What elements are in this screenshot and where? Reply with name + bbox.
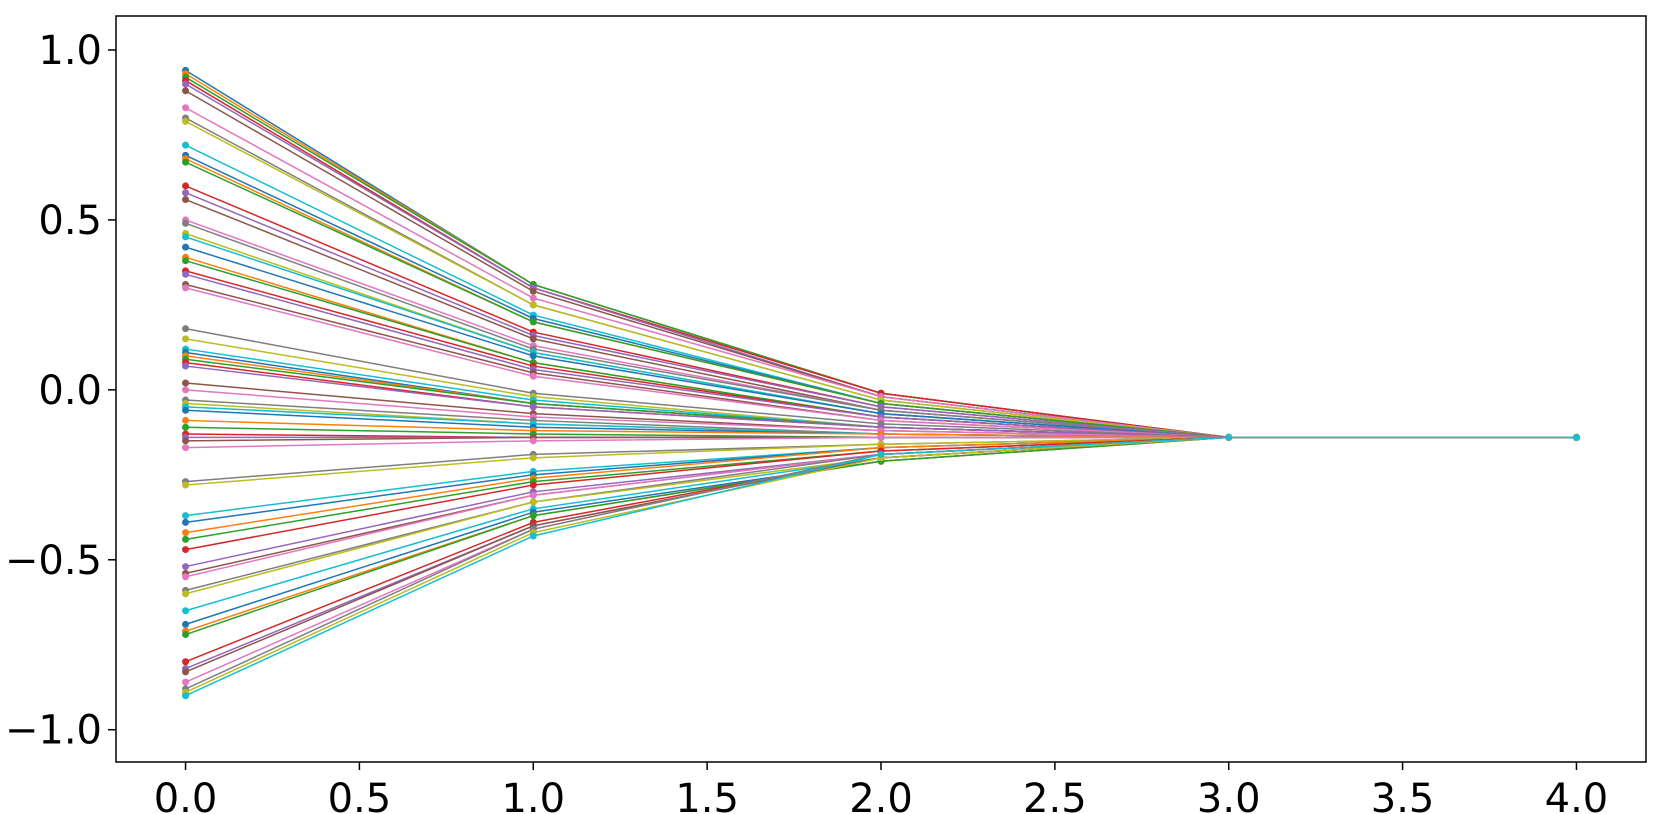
x-tick-label: 3.0 (1197, 776, 1261, 814)
point-marker (529, 352, 537, 360)
point-marker (182, 270, 190, 278)
point-marker (182, 423, 190, 431)
x-tick-label: 0.0 (154, 776, 218, 814)
series (182, 87, 1580, 441)
point-marker (529, 437, 537, 445)
x-tick-label: 3.5 (1371, 776, 1435, 814)
point-marker (182, 437, 190, 445)
point-marker (877, 433, 885, 441)
series (182, 433, 1580, 686)
point-marker (529, 318, 537, 326)
point-marker (877, 450, 885, 458)
point-marker (529, 287, 537, 295)
point-marker (182, 158, 190, 166)
point-marker (182, 325, 190, 333)
y-tick-label: 0.5 (38, 198, 102, 244)
point-marker (182, 620, 190, 628)
point-marker (182, 257, 190, 265)
series-line (185, 436, 1577, 694)
point-marker (182, 668, 190, 676)
point-marker (182, 189, 190, 197)
x-tick-label: 2.0 (849, 776, 913, 814)
point-marker (182, 362, 190, 370)
point-marker (182, 196, 190, 204)
point-marker (182, 590, 190, 598)
y-tick-label: 1.0 (38, 28, 102, 74)
point-marker (182, 80, 190, 88)
point-marker (182, 141, 190, 149)
point-marker (529, 294, 537, 302)
y-tick-label: −0.5 (5, 538, 102, 584)
point-marker (182, 243, 190, 251)
series (182, 433, 1580, 696)
y-tick-label: −1.0 (5, 708, 102, 754)
x-tick-label: 1.0 (501, 776, 565, 814)
point-marker (182, 444, 190, 452)
point-marker (182, 233, 190, 241)
point-marker (529, 301, 537, 309)
point-marker (182, 529, 190, 537)
point-marker (182, 379, 190, 387)
x-tick-label: 2.5 (1023, 776, 1087, 814)
point-marker (182, 563, 190, 571)
point-marker (529, 532, 537, 540)
point-marker (182, 512, 190, 520)
point-marker (529, 403, 537, 411)
series-line (185, 436, 1577, 683)
point-marker (529, 481, 537, 489)
series (182, 433, 1580, 673)
x-tick-label: 4.0 (1545, 776, 1609, 814)
x-tick-label: 0.5 (328, 776, 392, 814)
point-marker (529, 498, 537, 506)
series (182, 433, 1580, 639)
point-marker (182, 406, 190, 414)
series-line (185, 107, 1577, 439)
point-marker (182, 117, 190, 125)
point-marker (182, 386, 190, 394)
series-line (185, 436, 1577, 636)
point-marker (1572, 433, 1580, 441)
point-marker (529, 454, 537, 462)
point-marker (182, 658, 190, 666)
series-line (185, 436, 1577, 697)
series-line (185, 436, 1577, 673)
point-marker (182, 692, 190, 700)
point-marker (529, 491, 537, 499)
point-marker (182, 104, 190, 112)
point-marker (182, 481, 190, 489)
point-marker (182, 631, 190, 639)
point-marker (1225, 433, 1233, 441)
series (182, 433, 1580, 700)
x-tick-label: 1.5 (675, 776, 739, 814)
point-marker (529, 372, 537, 380)
point-marker (182, 335, 190, 343)
point-marker (182, 284, 190, 292)
point-marker (182, 416, 190, 424)
point-marker (182, 573, 190, 581)
series-line (185, 436, 1577, 632)
point-marker (182, 87, 190, 95)
plot-frame (115, 15, 1647, 763)
point-marker (529, 512, 537, 520)
point-marker (182, 546, 190, 554)
point-marker (529, 335, 537, 343)
point-marker (182, 607, 190, 615)
point-marker (182, 219, 190, 227)
y-tick-label: 0.0 (38, 368, 102, 414)
series-line (185, 436, 1577, 670)
point-marker (182, 535, 190, 543)
series (182, 80, 1580, 441)
series (182, 77, 1580, 441)
series (182, 433, 1580, 676)
point-marker (182, 518, 190, 526)
point-marker (182, 678, 190, 686)
point-marker (182, 182, 190, 190)
